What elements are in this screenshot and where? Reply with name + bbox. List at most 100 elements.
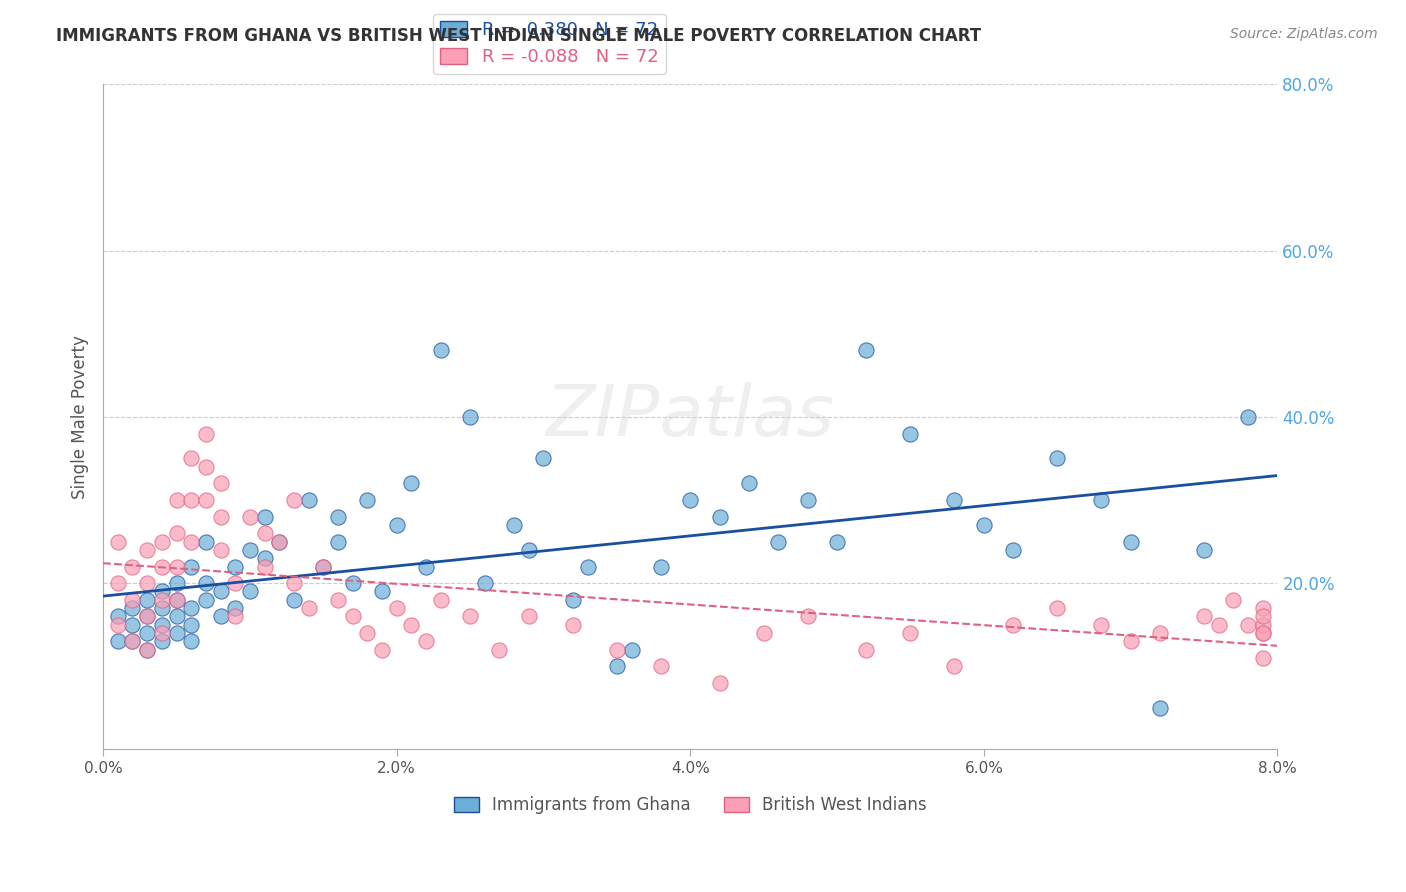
Point (533, 451, 555, 466)
Point (1192, 609, 1215, 624)
Point (194, 592, 217, 607)
Point (517, 609, 540, 624)
Point (401, 617, 423, 632)
Point (503, 518, 526, 533)
Point (312, 559, 335, 574)
Point (1046, 601, 1069, 615)
Y-axis label: Single Male Poverty: Single Male Poverty (72, 335, 89, 499)
Point (1002, 542, 1025, 557)
Point (150, 634, 173, 648)
Text: IMMIGRANTS FROM GHANA VS BRITISH WEST INDIAN SINGLE MALE POVERTY CORRELATION CHA: IMMIGRANTS FROM GHANA VS BRITISH WEST IN… (56, 27, 981, 45)
Point (166, 626, 188, 640)
Point (166, 493, 188, 508)
Point (136, 642, 159, 657)
Point (136, 592, 159, 607)
Point (900, 426, 922, 441)
Point (239, 542, 262, 557)
Point (385, 518, 408, 533)
Point (166, 592, 188, 607)
Point (415, 634, 437, 648)
Point (121, 634, 143, 648)
Point (136, 626, 159, 640)
Text: ZIPatlas: ZIPatlas (546, 383, 835, 451)
Point (209, 542, 232, 557)
Point (298, 601, 321, 615)
Point (150, 592, 173, 607)
Point (356, 626, 378, 640)
Point (738, 476, 761, 491)
Point (121, 634, 143, 648)
Point (283, 592, 305, 607)
Point (209, 509, 232, 524)
Point (561, 617, 583, 632)
Point (709, 509, 731, 524)
Point (194, 534, 217, 549)
Point (194, 426, 217, 441)
Point (429, 592, 451, 607)
Legend: Immigrants from Ghana, British West Indians: Immigrants from Ghana, British West Indi… (447, 789, 934, 821)
Point (1251, 651, 1274, 665)
Point (1251, 617, 1274, 632)
Point (180, 617, 202, 632)
Point (943, 493, 966, 508)
Point (371, 642, 394, 657)
Point (224, 559, 246, 574)
Point (180, 601, 202, 615)
Point (650, 659, 672, 673)
Point (239, 509, 262, 524)
Point (561, 592, 583, 607)
Point (796, 493, 818, 508)
Point (1208, 617, 1230, 632)
Point (1192, 542, 1215, 557)
Point (371, 584, 394, 599)
Point (679, 493, 702, 508)
Point (474, 576, 496, 591)
Point (312, 559, 335, 574)
Point (768, 534, 790, 549)
Point (458, 409, 481, 424)
Point (1251, 609, 1274, 624)
Point (269, 534, 291, 549)
Point (107, 534, 129, 549)
Point (166, 576, 188, 591)
Point (209, 609, 232, 624)
Point (1090, 493, 1112, 508)
Point (342, 576, 364, 591)
Point (209, 476, 232, 491)
Point (166, 559, 188, 574)
Point (194, 493, 217, 508)
Point (180, 534, 202, 549)
Point (150, 559, 173, 574)
Point (239, 584, 262, 599)
Point (136, 609, 159, 624)
Point (326, 509, 349, 524)
Point (1222, 592, 1244, 607)
Point (253, 551, 276, 566)
Point (166, 526, 188, 541)
Point (107, 576, 129, 591)
Point (253, 509, 276, 524)
Point (1251, 601, 1274, 615)
Point (136, 642, 159, 657)
Point (298, 493, 321, 508)
Point (342, 609, 364, 624)
Point (180, 451, 202, 466)
Point (224, 609, 246, 624)
Point (180, 559, 202, 574)
Point (121, 617, 143, 632)
Point (136, 609, 159, 624)
Point (269, 534, 291, 549)
Point (180, 493, 202, 508)
Point (458, 609, 481, 624)
Point (1251, 626, 1274, 640)
Point (121, 592, 143, 607)
Point (1046, 451, 1069, 466)
Point (121, 559, 143, 574)
Point (825, 534, 848, 549)
Point (415, 559, 437, 574)
Point (1237, 617, 1260, 632)
Point (488, 642, 510, 657)
Point (107, 634, 129, 648)
Point (150, 534, 173, 549)
Point (150, 626, 173, 640)
